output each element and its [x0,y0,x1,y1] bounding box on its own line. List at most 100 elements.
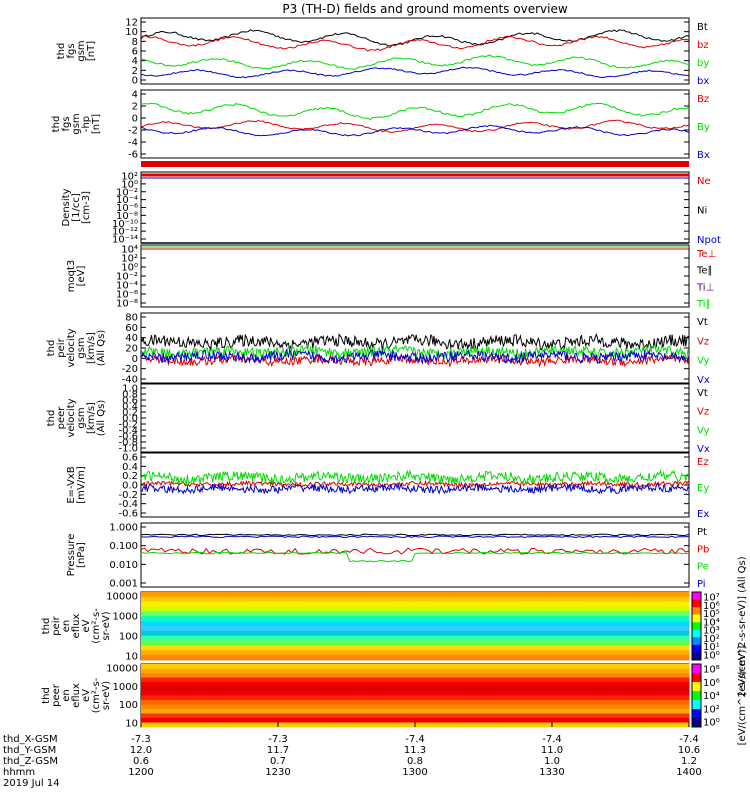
heatmap-cell [604,668,610,674]
heatmap-cell [375,668,381,674]
heatmap-cell [534,655,541,661]
heatmap-cell [165,691,172,696]
heatmap-cell [449,645,456,651]
heatmap-cell [385,626,391,632]
heatmap-cell [335,640,341,646]
heatmap-cell [365,673,371,678]
heatmap-cell [370,700,376,705]
heatmap-cell [141,722,147,728]
heatmap-cell [639,616,645,622]
heatmap-cell [449,640,456,646]
heatmap-cell [280,718,286,723]
heatmap-cell [385,668,391,674]
heatmap-cell [295,677,301,683]
heatmap-cell [165,718,172,723]
heatmap-cell [649,704,655,710]
heatmap-cell [240,718,247,723]
heatmap-cell [644,611,650,617]
heatmap-cell [419,713,426,719]
heatmap-cell [145,601,152,608]
heatmap-cell [549,592,555,598]
heatmap-cell [250,592,257,598]
heatmap-cell [569,709,575,714]
heatmap-cell [205,640,212,646]
heatmap-cell [380,630,386,637]
heatmap-cell [609,673,615,678]
heatmap-cell [175,695,182,701]
heatmap-cell [494,592,501,598]
heatmap-cell [514,664,521,669]
heatmap-cell [559,621,565,627]
heatmap-cell [260,606,267,612]
heatmap-cell [260,682,267,687]
heatmap-cell [405,645,411,651]
heatmap-cell [390,621,396,627]
heatmap-cell [614,682,620,687]
heatmap-cell [255,700,262,705]
heatmap-cell [554,709,560,714]
heatmap-cell [654,713,660,719]
heatmap-cell [484,682,491,687]
heatmap-cell [504,709,511,714]
heatmap-cell [150,718,157,723]
heatmap-cell [375,682,381,687]
heatmap-cell [684,664,690,669]
heatmap-cell [141,650,147,656]
heatmap-cell [674,616,680,622]
heatmap-cell [669,655,675,661]
heatmap-cell [504,621,511,627]
heatmap-cell [375,700,381,705]
heatmap-cell [429,616,436,622]
heatmap-cell [619,664,625,669]
heatmap-cell [385,700,391,705]
heatmap-cell [624,655,630,661]
heatmap-cell [494,700,501,705]
heatmap-cell [160,722,167,728]
heatmap-cell [644,704,650,710]
heatmap-cell [405,626,411,632]
heatmap-cell [355,709,361,714]
heatmap-cell [419,668,426,674]
heatmap-cell [270,704,277,710]
heatmap-cell [141,621,147,627]
heatmap-cell [459,695,466,701]
heatmap-cell [410,695,416,701]
heatmap-cell [499,691,506,696]
heatmap-cell [240,640,247,646]
heatmap-cell [245,695,252,701]
heatmap-cell [180,722,187,728]
heatmap-cell [584,664,590,669]
heatmap-cell [350,677,356,683]
heatmap-cell [235,677,242,683]
heatmap-cell [235,621,242,627]
heatmap-cell [275,709,281,714]
heatmap-cell [644,722,650,728]
heatmap-cell [424,650,431,656]
heatmap-cell [484,621,491,627]
heatmap-cell [529,655,536,661]
heatmap-cell [564,673,570,678]
heatmap-cell [141,673,147,678]
heatmap-cell [305,695,311,701]
heatmap-cell [355,686,361,692]
heatmap-cell [494,709,501,714]
heatmap-cell [509,606,516,612]
heatmap-cell [424,664,431,669]
heatmap-cell [200,630,207,637]
heatmap-cell [664,635,670,642]
heatmap-cell [275,601,281,608]
legend-Vx: Vx [697,444,710,455]
heatmap-cell [280,722,286,728]
heatmap-cell [295,673,301,678]
heatmap-cell [669,596,675,603]
y-axis-label-line: [eV] [76,266,87,287]
heatmap-cell [355,611,361,617]
heatmap-cell [235,668,242,674]
heatmap-cell [474,592,481,598]
y-axis-label-line: thd [56,43,67,60]
heatmap-cell [375,626,381,632]
heatmap-cell [544,700,551,705]
heatmap-cell [240,682,247,687]
heatmap-cell [325,606,331,612]
heatmap-cell [599,626,605,632]
